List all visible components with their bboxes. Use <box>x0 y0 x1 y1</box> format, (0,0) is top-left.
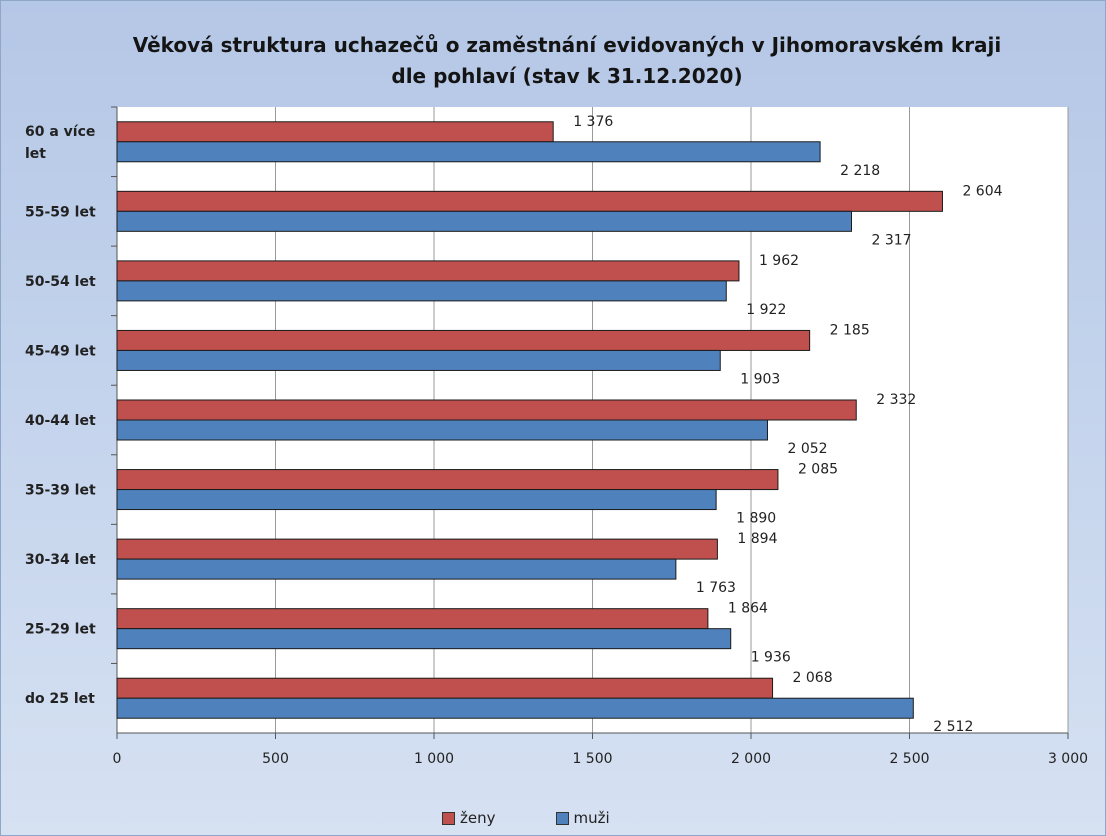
data-label-zeny: 1 376 <box>573 114 613 130</box>
category-label: 25-29 let <box>25 622 96 638</box>
data-label-muzi: 1 903 <box>740 371 780 387</box>
data-label-muzi: 2 512 <box>933 719 973 735</box>
category-label: 40-44 let <box>25 413 96 429</box>
data-label-muzi: 2 052 <box>787 441 827 457</box>
bar-zeny <box>116 260 740 282</box>
legend-item-muzi: muži <box>555 809 610 827</box>
chart-title: Věková struktura uchazečů o zaměstnání e… <box>0 30 1106 92</box>
bar-muzi <box>116 419 768 441</box>
category-label: 60 a více <box>25 124 95 140</box>
bar-zeny <box>116 677 774 699</box>
category-label: 35-39 let <box>25 483 96 499</box>
category-label: let <box>25 146 46 162</box>
bar-muzi <box>116 489 717 511</box>
x-tick-label: 0 <box>113 751 122 767</box>
legend-label-muzi: muži <box>573 809 610 827</box>
data-label-zeny: 2 185 <box>830 322 870 338</box>
x-tick-label: 1 000 <box>414 751 454 767</box>
category-label: 45-49 let <box>25 343 96 359</box>
x-tick-label: 1 500 <box>572 751 612 767</box>
chart-title-line-1: Věková struktura uchazečů o zaměstnání e… <box>132 33 1002 57</box>
data-label-zeny: 2 068 <box>793 670 833 686</box>
legend-label-zeny: ženy <box>460 809 496 827</box>
bar-muzi <box>116 628 732 650</box>
bar-zeny <box>116 608 709 630</box>
data-label-muzi: 1 936 <box>751 650 791 666</box>
data-label-muzi: 1 890 <box>736 511 776 527</box>
bar-muzi <box>116 210 852 232</box>
category-label: 30-34 let <box>25 552 96 568</box>
bar-zeny <box>116 399 857 421</box>
bar-muzi <box>116 558 677 580</box>
category-label: 55-59 let <box>25 204 96 220</box>
data-label-zeny: 2 085 <box>798 462 838 478</box>
data-label-muzi: 1 763 <box>696 580 736 596</box>
data-label-muzi: 1 922 <box>746 302 786 318</box>
category-label: 50-54 let <box>25 274 96 290</box>
bar-muzi <box>116 697 914 719</box>
bar-zeny <box>116 469 779 491</box>
x-tick-label: 500 <box>262 751 289 767</box>
bar-muzi <box>116 280 727 302</box>
bar-zeny <box>116 190 943 212</box>
x-tick-label: 2 000 <box>731 751 771 767</box>
x-tick-label: 2 500 <box>889 751 929 767</box>
legend-item-zeny: ženy <box>442 809 496 827</box>
bar-zeny <box>116 121 554 143</box>
bar-zeny <box>116 329 811 351</box>
data-label-muzi: 2 218 <box>840 163 880 179</box>
data-label-muzi: 2 317 <box>871 232 911 248</box>
legend-swatch-zeny <box>442 811 455 825</box>
bar-muzi <box>116 141 821 163</box>
data-label-zeny: 1 962 <box>759 253 799 269</box>
data-label-zeny: 1 894 <box>737 531 777 547</box>
legend-swatch-muzi <box>555 811 569 825</box>
category-label: do 25 let <box>25 691 95 707</box>
legend: ženy muži <box>442 806 670 830</box>
x-tick-label: 3 000 <box>1048 751 1088 767</box>
chart-title-line-2: dle pohlaví (stav k 31.12.2020) <box>391 64 743 88</box>
data-label-zeny: 2 604 <box>962 183 1002 199</box>
bar-muzi <box>116 349 721 371</box>
bar-zeny <box>116 538 718 560</box>
data-label-zeny: 1 864 <box>728 601 768 617</box>
data-label-zeny: 2 332 <box>876 392 916 408</box>
